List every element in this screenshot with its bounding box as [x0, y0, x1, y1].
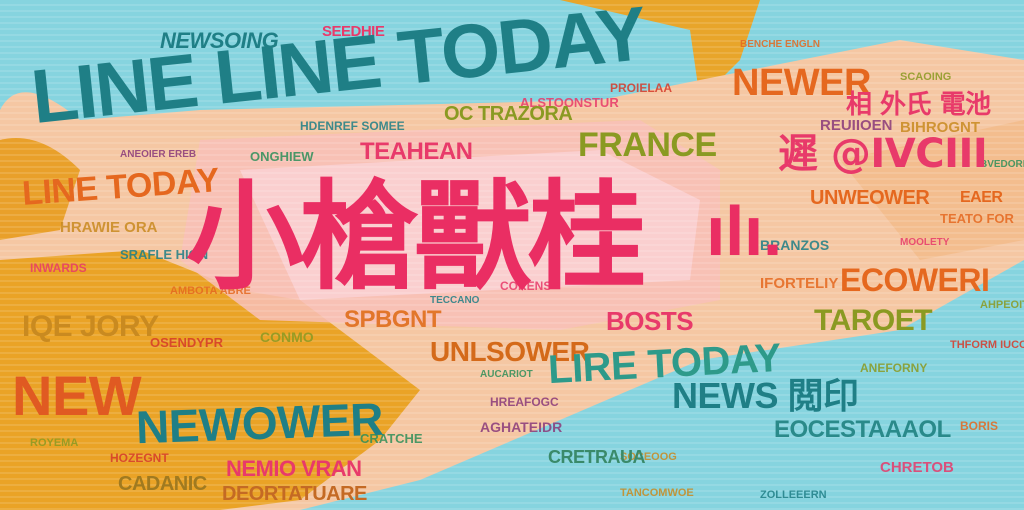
word-bosts: BOSTS [606, 306, 694, 336]
word-taroet: TAROET [814, 304, 933, 337]
word-eocestaaaol: EOCESTAAAOL [774, 416, 951, 443]
filler-text: IFORTELIY [760, 275, 839, 292]
word-unwer-ower: UNWEOWER [810, 187, 930, 209]
filler-text: HDENREF SOMEE [300, 119, 405, 133]
filler-text: TECCANO [430, 295, 480, 306]
filler-text: BENCHE ENGLN [740, 39, 821, 50]
filler-text: HREAFOGC [490, 395, 559, 409]
word-qe-jory: IQE JORY [22, 310, 159, 343]
filler-text: ALSTOONSTUR [520, 95, 619, 110]
filler-text: HRAWIE ORA [60, 219, 158, 236]
word-teahean: TEAHEAN [360, 138, 473, 165]
word-cretraua: CRETRAUA [548, 447, 646, 467]
filler-text: HOZEGNT [110, 451, 169, 465]
filler-text: AMBOTA ABRE [170, 285, 251, 297]
filler-text: BORIS [960, 419, 999, 433]
centerpiece-cjk-title: 小槍獸桂 [186, 168, 646, 306]
filler-text: REUIIOEN [820, 117, 893, 134]
word-cjk-pink-right: 遲 @IVCIII [778, 131, 988, 177]
word-nemio-vran: NEMIO VRAN [226, 456, 362, 481]
word-france: FRANCE [578, 126, 717, 164]
filler-text: ANEOIER EREB [120, 149, 197, 160]
filler-text: SOCEOOG [620, 451, 677, 463]
filler-text: SCAOING [900, 71, 952, 83]
word-newsoing: NEWSOING [160, 28, 279, 53]
word-oc-trazora: OC TRAZORA [444, 103, 573, 125]
filler-text: INWARDS [30, 261, 87, 275]
filler-text: THFORM IUCO [950, 339, 1024, 351]
word-eaer: EAER [960, 189, 1003, 206]
filler-text: CORENS [500, 279, 552, 293]
filler-text: TEATO FOR [940, 211, 1014, 226]
word-cadanic: CADANIC [118, 473, 207, 495]
filler-text: ZOLLEEERN [760, 489, 827, 501]
filler-text: MOOLETY [900, 237, 950, 248]
word-ecowerl: ECOWERI [840, 262, 990, 298]
filler-text: ANEFORNY [860, 361, 928, 375]
filler-text: TANCOMWOE [620, 487, 694, 499]
word-news-cjk: NEWS 閲印 [672, 375, 859, 416]
word-spbgnt: SPBGNT [344, 306, 442, 333]
filler-text: ONGHIEW [250, 149, 314, 164]
filler-text: AUCARIOT [480, 369, 533, 380]
filler-text: BIHROGNT [900, 119, 980, 136]
filler-text: AGHATEIDR [480, 419, 563, 435]
word-newer: NEWER [732, 62, 871, 104]
centerpiece-small-mark: ılı. [706, 192, 782, 270]
filler-text: PROIELAA [610, 81, 673, 95]
word-new: NEW [12, 364, 142, 427]
filler-text: CRATCHE [360, 431, 423, 446]
filler-text: BRANZOS [760, 237, 830, 253]
filler-text: ROYEMA [30, 437, 79, 449]
filler-text: BVEDORE [980, 159, 1024, 170]
word-deortatuare: DEORTATUARE [222, 483, 367, 505]
word-cjk-right: 相 外氏 電池 [846, 90, 991, 120]
filler-text: CHRETOB [880, 459, 954, 476]
word-seedhie: SEEDHIE [322, 23, 385, 40]
filler-text: OSENDYPR [150, 335, 223, 350]
word-unlsower: UNLSOWER [430, 336, 590, 367]
filler-text: AHPEOITA [980, 299, 1024, 311]
filler-text: SRAFLE HIGN [120, 247, 209, 262]
word-newower: NEWOWER [135, 392, 384, 454]
filler-text: CONMO [260, 329, 314, 345]
